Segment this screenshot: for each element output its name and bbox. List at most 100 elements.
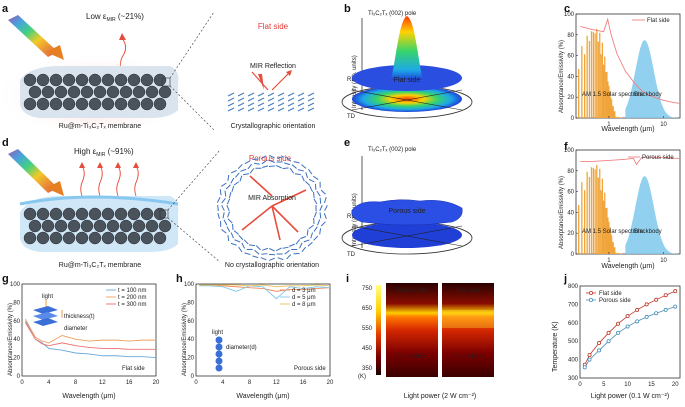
random-flake: [221, 205, 225, 211]
panel-a: a Low εMIR (~21%) Ru@m-Ti₃C₂Tₓ membrane …: [0, 3, 316, 137]
c-xticks: 1 10: [607, 116, 668, 128]
random-flake: [248, 244, 256, 247]
random-flake: [230, 232, 234, 239]
random-flake: [219, 189, 222, 196]
random-flake: [221, 182, 227, 187]
legend-label: t = 100 nm: [118, 288, 147, 294]
y-tick-label: 100: [564, 12, 575, 18]
membrane-sphere: [158, 219, 172, 233]
crystal-flake: [257, 92, 265, 97]
x-tick-label: 4: [47, 380, 51, 386]
membrane-porous: [19, 195, 179, 252]
random-flake: [238, 246, 243, 253]
random-flake: [240, 168, 247, 172]
random-flake: [269, 159, 275, 163]
random-flake: [260, 155, 267, 160]
c-flat-side-line: [580, 17, 681, 104]
sphere: [215, 357, 223, 365]
random-flake: [262, 165, 269, 169]
random-flake: [313, 198, 318, 205]
y-tick-label: 100: [184, 282, 195, 288]
random-flake: [226, 198, 231, 205]
x-tick-label: 1: [607, 258, 611, 264]
data-point: [582, 365, 587, 370]
random-flake: [244, 160, 251, 165]
y-tick-label: 60: [567, 190, 574, 196]
random-flake: [305, 172, 309, 179]
y-tick-label: 0: [571, 116, 575, 122]
g-ylabel: Absorptance/Emissivity (%): [8, 303, 14, 376]
membrane-sphere: [36, 207, 50, 221]
c-blackbody-curve: [625, 40, 680, 118]
incident-light-arrow: [8, 15, 58, 57]
random-flake: [319, 197, 322, 204]
absorption-ray: [249, 175, 273, 197]
random-flake: [221, 198, 226, 204]
data-point: [625, 324, 630, 329]
random-flake: [255, 245, 261, 251]
y-tick-label: 80: [567, 169, 574, 175]
membrane-sphere: [140, 207, 154, 221]
random-flake: [291, 164, 297, 169]
high-emissivity-label: High εMIR (~91%): [74, 147, 134, 158]
data-point: [625, 314, 630, 319]
g-yticks: 0 20 40 60 80 100: [10, 282, 21, 380]
i-scale-ticks: 750 650 550 450 350: [362, 286, 373, 372]
random-flake: [306, 229, 309, 236]
crystal-flake: [267, 107, 275, 112]
data-point: [663, 307, 668, 312]
f-xticks: 1 10: [607, 252, 668, 264]
membrane-sphere: [158, 85, 172, 99]
crystal-flake: [267, 97, 275, 102]
crystal-flake: [297, 102, 305, 107]
b-base-disk: [352, 86, 462, 112]
zoom-box-d: [159, 209, 169, 219]
membrane-sphere: [62, 231, 76, 245]
data-point: [635, 319, 640, 324]
y-tick-label: 40: [187, 337, 194, 343]
legend-label: d = 3 μm: [292, 288, 316, 294]
random-flake: [228, 192, 232, 199]
crystal-flake: [277, 92, 285, 97]
g-thickness: thickness(t): [64, 314, 95, 320]
i-right-temp: T = ~742 K: [453, 354, 483, 360]
legend-label: t = 300 nm: [118, 302, 147, 308]
sphere: [215, 350, 223, 358]
random-flake: [289, 243, 295, 247]
porous-skin: [19, 195, 179, 206]
porous-ring: [216, 154, 328, 261]
e-plateau: [351, 199, 463, 226]
membrane-label-a: Ru@m-Ti₃C₂Tₓ membrane: [59, 123, 141, 130]
panel-j-label: j: [563, 273, 567, 285]
membrane-sphere: [28, 85, 42, 99]
random-flake: [216, 197, 221, 203]
series-line-1: [24, 320, 157, 359]
f-solar-label: AM 1.5 Solar spectrum: [582, 229, 643, 235]
panel-g-label: g: [2, 273, 9, 285]
absorption-ray: [241, 205, 273, 231]
c-yticks: 0 20 40 60 80 100: [564, 12, 578, 122]
random-flake: [275, 247, 282, 252]
random-flake: [284, 162, 291, 166]
membrane-sphere: [153, 73, 167, 87]
crystal-flake: [287, 102, 295, 107]
x-tick-label: 5: [602, 382, 606, 388]
panel-g: g 0 20 40 60 80 100 0 4 8 12 16 20 Absorptance/Emi…: [2, 273, 160, 400]
g-flake-3: [33, 318, 58, 326]
y-tick-label: 40: [567, 74, 574, 80]
panel-d-label: d: [2, 137, 9, 149]
random-flake: [243, 239, 249, 245]
j-series: [582, 289, 678, 370]
absorption-ray: [271, 205, 299, 233]
g-diameter: diameter: [64, 326, 87, 332]
membrane-sphere: [49, 97, 63, 111]
f-porous-side-line: [580, 156, 680, 166]
c-solar-label: AM 1.5 Solar spectrum: [582, 92, 643, 98]
i-left-title: Porous side: [396, 288, 428, 294]
crystal-flake: [277, 107, 285, 112]
membrane-sphere: [88, 73, 102, 87]
zoom-line-top-d: [167, 149, 221, 211]
data-point: [635, 307, 640, 312]
zoom-line-bottom-d: [167, 217, 221, 263]
random-flake: [277, 155, 284, 159]
